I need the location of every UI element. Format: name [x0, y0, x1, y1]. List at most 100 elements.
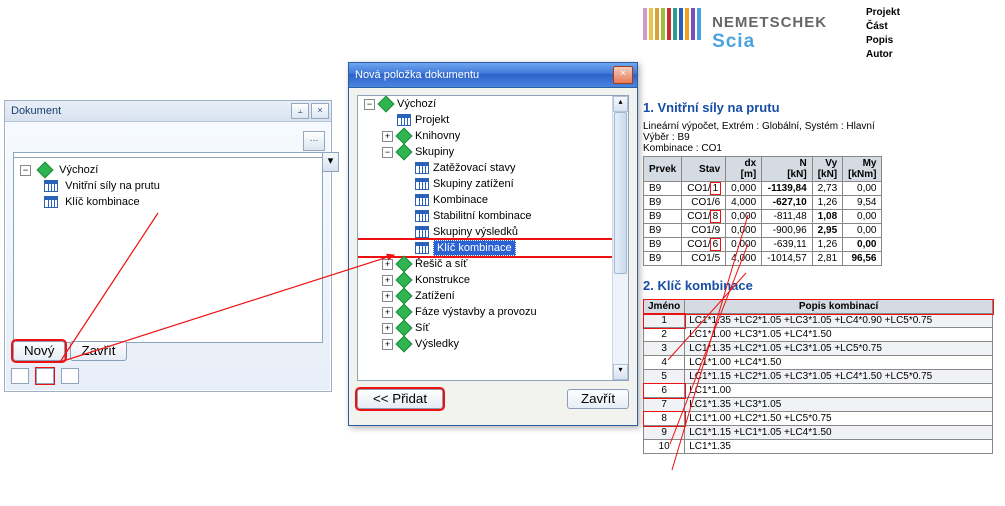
table-cell: LC1*1.00 — [685, 384, 993, 398]
scroll-up-icon[interactable]: ▴ — [613, 96, 628, 112]
tree-label: Knihovny — [415, 130, 460, 142]
tree-item[interactable]: +Konstrukce — [358, 272, 628, 288]
tree-label: Výsledky — [415, 338, 459, 350]
panel-tabs — [11, 368, 79, 387]
table-cell: -1014,57 — [762, 252, 812, 266]
expand-icon[interactable]: + — [382, 291, 393, 302]
tree-item[interactable]: Stabilitní kombinace — [358, 208, 628, 224]
tree-item[interactable]: Klíč kombinace — [18, 194, 318, 210]
table-cell: LC1*1.00 +LC2*1.50 +LC5*0.75 — [685, 412, 993, 426]
combo-ellipsis[interactable]: … — [303, 131, 325, 151]
tab-icon[interactable] — [36, 368, 54, 384]
tree-item[interactable]: + Knihovny — [358, 128, 628, 144]
tree-item[interactable]: + Fáze výstavby a provozu — [358, 304, 628, 320]
grid-icon — [415, 242, 429, 254]
table-row: B9CO1/80,000-811,481,080,00 — [644, 210, 882, 224]
table-cell: LC1*1.35 — [685, 440, 993, 454]
tree-item[interactable]: Kombinace — [358, 192, 628, 208]
tree-root[interactable]: − Výchozí — [18, 162, 318, 178]
tree-label: Řešič a síť — [415, 258, 467, 270]
table-cell: 0,00 — [843, 210, 882, 224]
tree-item[interactable]: Skupiny výsledků — [358, 224, 628, 240]
table-cell: 2,95 — [812, 224, 842, 238]
tree-label: Vnitřní síly na prutu — [65, 180, 160, 192]
tree-label: Síť — [415, 322, 430, 334]
table-row: 7LC1*1.35 +LC3*1.05 — [644, 398, 993, 412]
table-cell: -811,48 — [762, 210, 812, 224]
tree-item[interactable]: Klíč kombinace — [358, 240, 628, 256]
tree-label: Skupiny výsledků — [433, 226, 518, 238]
tree-item[interactable]: −Výchozí — [358, 96, 628, 112]
table-cell: 6 — [644, 384, 685, 398]
tree-label: Kombinace — [433, 194, 488, 206]
expand-icon[interactable]: + — [382, 275, 393, 286]
table-cell: 2 — [644, 328, 685, 342]
tree-label: Fáze výstavby a provozu — [415, 306, 537, 318]
expand-icon[interactable]: + — [382, 307, 393, 318]
add-button[interactable]: << Přidat — [357, 389, 443, 409]
table-row: 5LC1*1.15 +LC2*1.05 +LC3*1.05 +LC4*1.50 … — [644, 370, 993, 384]
tree-label: Skupiny — [415, 146, 454, 158]
table-cell: LC1*1.35 +LC3*1.05 — [685, 398, 993, 412]
tree-item[interactable]: Zatěžovací stavy — [358, 160, 628, 176]
expand-icon[interactable]: + — [382, 339, 393, 350]
table-cell: LC1*1.15 +LC2*1.05 +LC3*1.05 +LC4*1.50 +… — [685, 370, 993, 384]
table-header: Stav — [682, 157, 726, 182]
new-button[interactable]: Nový — [13, 341, 65, 361]
table-header: Vy[kN] — [812, 157, 842, 182]
close-button[interactable]: Zavřít — [567, 389, 629, 409]
panel-title: Dokument ⫠ × — [5, 101, 331, 122]
collapse-icon[interactable]: − — [20, 165, 31, 176]
diamond-icon — [396, 256, 413, 273]
table-row: 4LC1*1.00 +LC4*1.50 — [644, 356, 993, 370]
expand-icon[interactable]: + — [382, 131, 393, 142]
tab-icon[interactable] — [61, 368, 79, 384]
table-header: Prvek — [644, 157, 682, 182]
tree-item[interactable]: + Síť — [358, 320, 628, 336]
logo-text-2: Scia — [712, 31, 755, 52]
report: 1. Vnitřní síly na prutu Lineární výpoče… — [643, 94, 999, 454]
table-cell: 0,00 — [843, 224, 882, 238]
grid-icon — [415, 194, 429, 206]
table-cell: LC1*1.00 +LC4*1.50 — [685, 356, 993, 370]
table-row: B9CO1/90,000-900,962,950,00 — [644, 224, 882, 238]
tree-item[interactable]: Projekt — [358, 112, 628, 128]
tree-label: Výchozí — [59, 164, 98, 176]
tab-icon[interactable] — [11, 368, 29, 384]
expand-icon[interactable]: + — [382, 323, 393, 334]
scroll-down-icon[interactable]: ▾ — [613, 364, 628, 380]
table-row: 3LC1*1.35 +LC2*1.05 +LC3*1.05 +LC5*0.75 — [644, 342, 993, 356]
meta-label: Popis — [866, 34, 900, 48]
chevron-down-icon[interactable]: ▾ — [322, 153, 338, 171]
close-icon[interactable]: × — [613, 66, 633, 84]
close-button[interactable]: Zavřít — [70, 341, 126, 361]
expand-icon[interactable]: + — [382, 259, 393, 270]
tree-item[interactable]: Vnitřní síly na prutu — [18, 178, 318, 194]
scrollbar[interactable]: ▴ ▾ — [612, 96, 628, 380]
expand-icon[interactable]: − — [364, 99, 375, 110]
table-cell: B9 — [644, 182, 682, 196]
tree-item[interactable]: +Zatížení — [358, 288, 628, 304]
expand-icon[interactable]: − — [382, 147, 393, 158]
table-cell: 1 — [644, 314, 685, 328]
tree-item[interactable]: + Výsledky — [358, 336, 628, 352]
diamond-icon — [396, 304, 413, 321]
table-cell: 4,000 — [726, 252, 762, 266]
tree-item[interactable]: + Řešič a síť — [358, 256, 628, 272]
diamond-icon — [37, 162, 54, 179]
close-icon[interactable]: × — [311, 103, 329, 119]
report-combination: Kombinace : CO1 — [643, 143, 999, 154]
diamond-icon — [396, 128, 413, 145]
table-cell: 0,00 — [843, 238, 882, 252]
pin-icon[interactable]: ⫠ — [291, 103, 309, 119]
table-header: Popis kombinací — [685, 300, 993, 314]
table-cell: 3 — [644, 342, 685, 356]
scroll-thumb[interactable] — [614, 112, 627, 274]
table-cell: LC1*1.15 +LC1*1.05 +LC4*1.50 — [685, 426, 993, 440]
tree-label: Skupiny zatížení — [433, 178, 514, 190]
tree-item[interactable]: − Skupiny — [358, 144, 628, 160]
table-cell: 0,000 — [726, 182, 762, 196]
tree-item[interactable]: Skupiny zatížení — [358, 176, 628, 192]
report-heading-2: 2. Klíč kombinace — [643, 278, 999, 293]
tree-label: Stabilitní kombinace — [433, 210, 531, 222]
